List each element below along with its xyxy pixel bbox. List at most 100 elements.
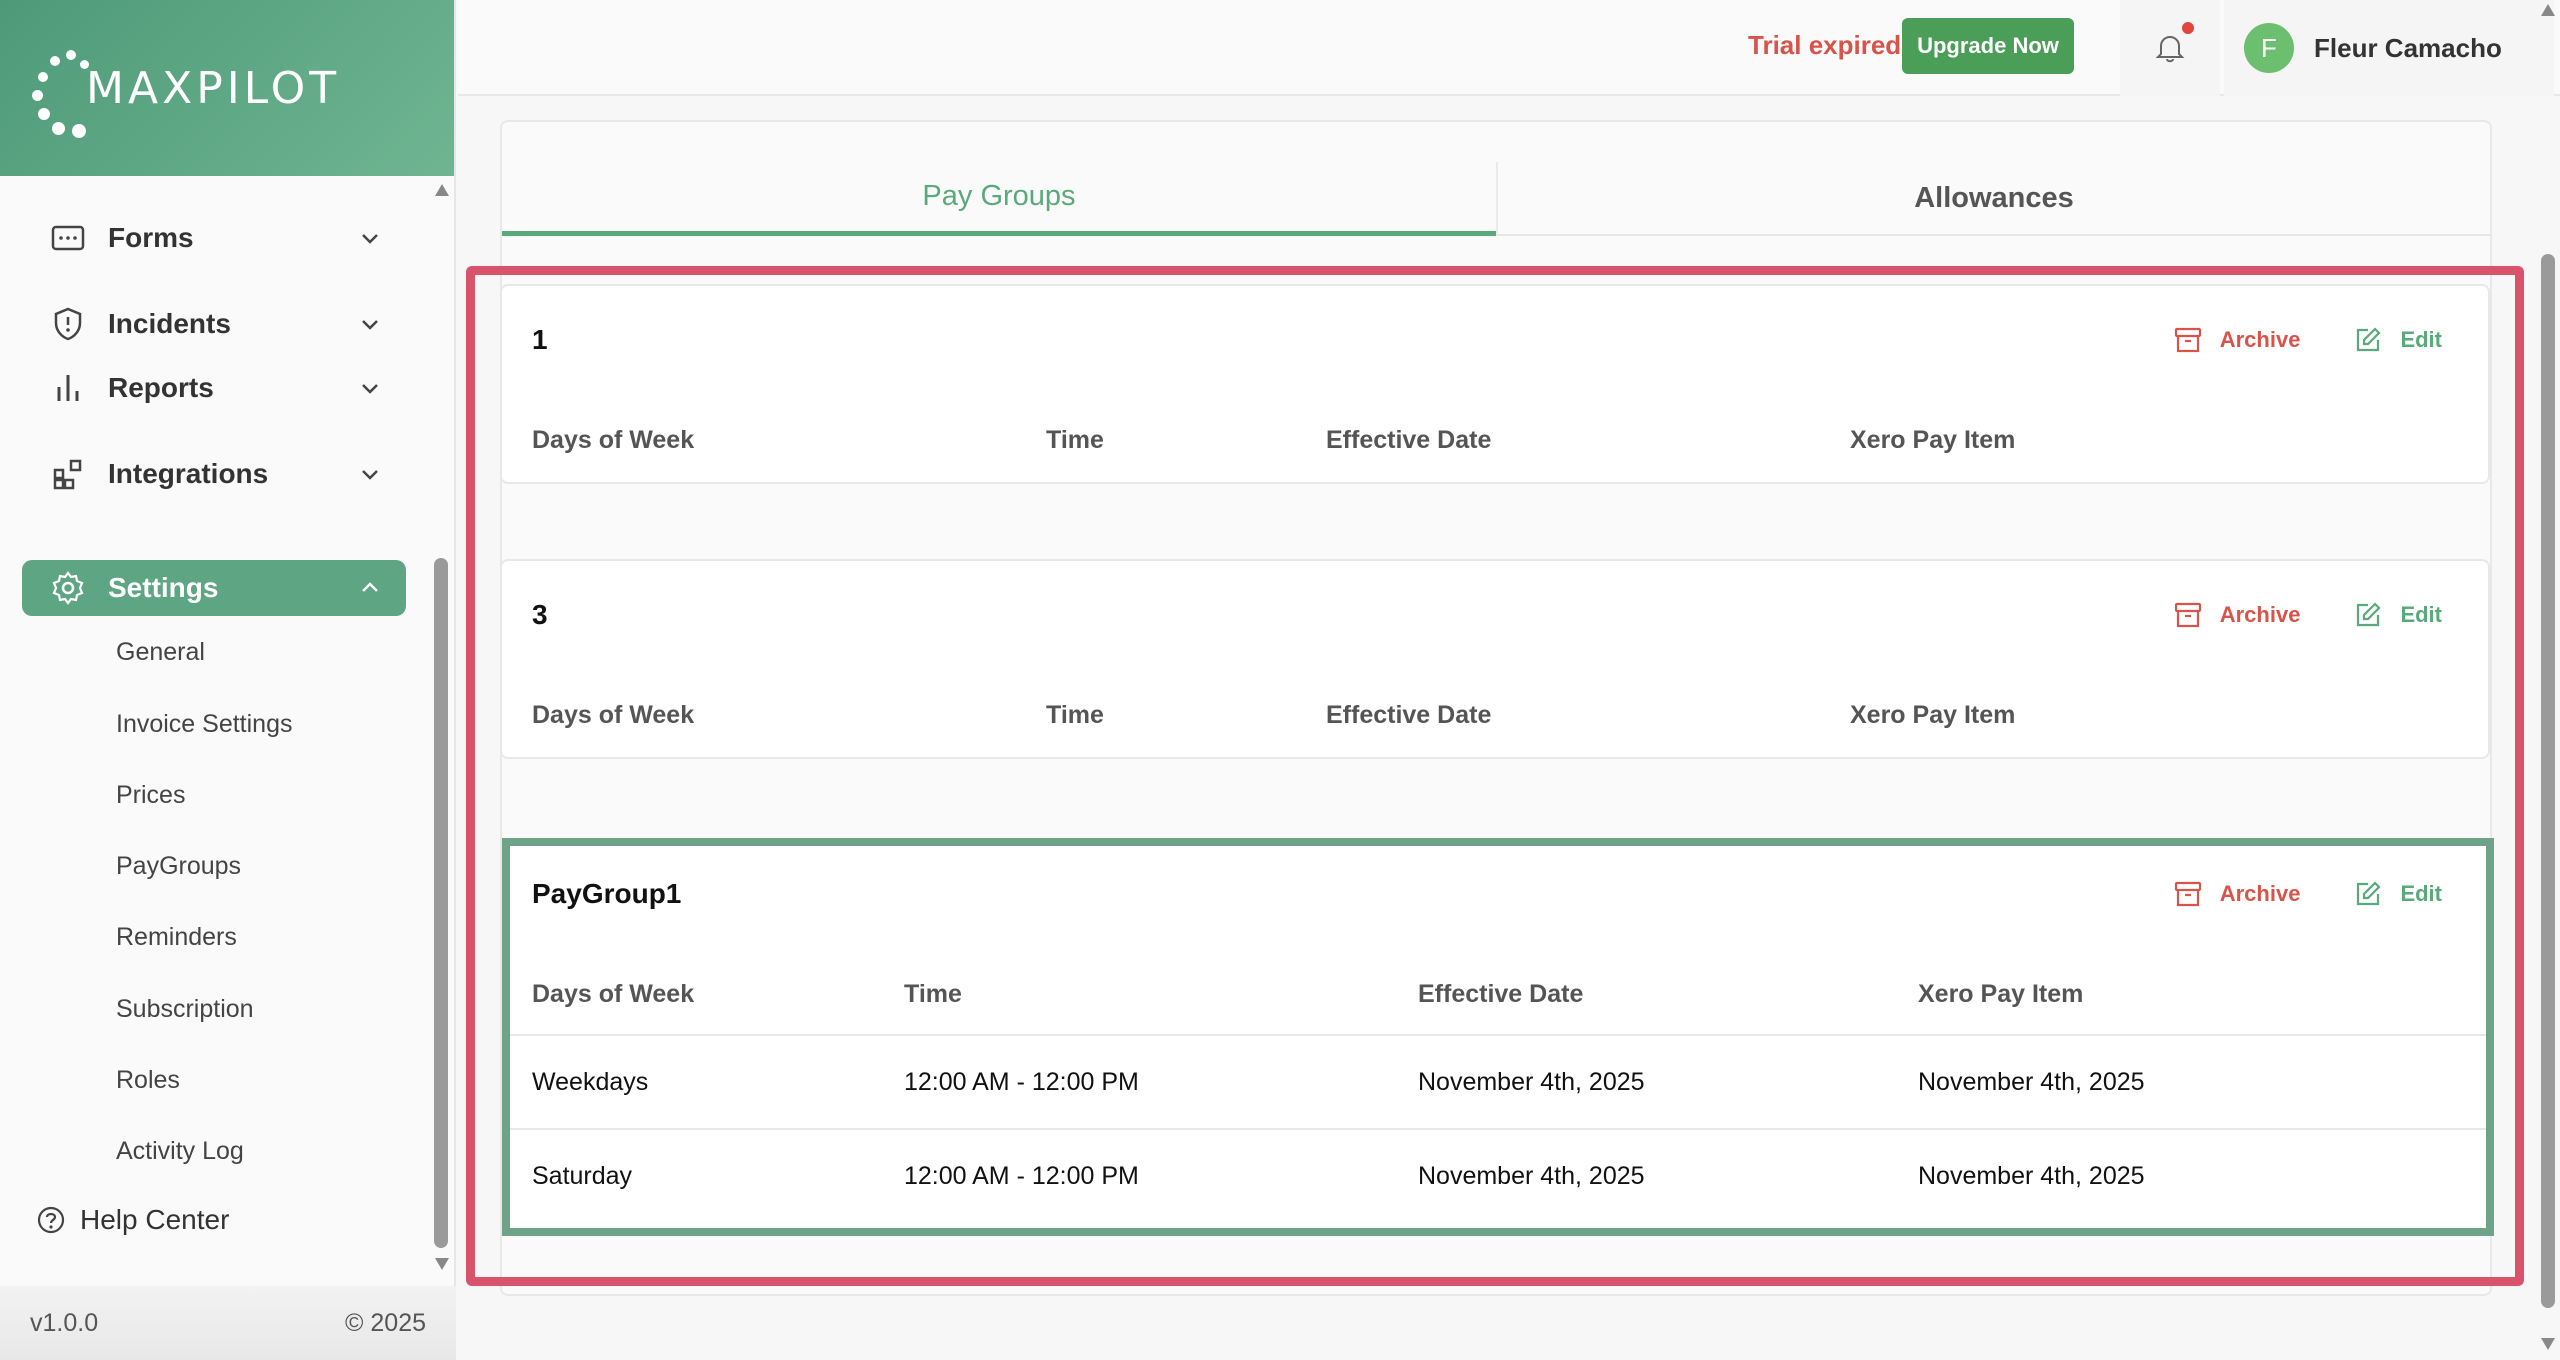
archive-label: Archive — [2219, 881, 2301, 906]
brand-header: MAXPILOT — [0, 0, 454, 176]
edit-button[interactable]: Edit — [2354, 326, 2442, 354]
archive-button[interactable]: Archive — [2174, 326, 2301, 354]
sidebar-item-integrations[interactable]: Integrations — [22, 446, 406, 502]
cell-effective-date: November 4th, 2025 — [1418, 1068, 1645, 1096]
cell-xero-pay-item: November 4th, 2025 — [1918, 1162, 2145, 1190]
settings-sub-prices[interactable]: Prices — [116, 781, 186, 809]
settings-sub-activity-log[interactable]: Activity Log — [116, 1137, 244, 1165]
tab-allowances[interactable]: Allowances — [1496, 162, 2490, 236]
pay-group-card: 3 Archive Edit Days of Week Time Effecti… — [500, 559, 2490, 759]
pay-group-name: 1 — [532, 324, 548, 355]
sidebar-footer: v1.0.0 © 2025 — [0, 1286, 456, 1360]
archive-button[interactable]: Archive — [2174, 601, 2301, 629]
settings-sub-subscription[interactable]: Subscription — [116, 995, 254, 1023]
sidebar-item-incidents[interactable]: Incidents — [22, 296, 406, 352]
edit-label: Edit — [2400, 327, 2442, 352]
cell-days: Saturday — [532, 1162, 633, 1190]
scrollbar-thumb[interactable] — [434, 558, 448, 1248]
copyright-label: © 2025 — [345, 1308, 426, 1337]
sidebar-item-reports[interactable]: Reports — [22, 360, 406, 416]
cell-effective-date: November 4th, 2025 — [1418, 1162, 1645, 1190]
user-menu[interactable]: F Fleur Camacho — [2224, 0, 2554, 96]
column-days-of-week: Days of Week — [532, 701, 695, 729]
tab-bar: Pay Groups Allowances — [502, 122, 2490, 242]
settings-sub-roles[interactable]: Roles — [116, 1066, 180, 1094]
column-time: Time — [1046, 426, 1104, 454]
column-effective-date: Effective Date — [1418, 980, 1584, 1008]
shield-alert-icon — [50, 306, 86, 342]
logo-dots-icon — [30, 38, 92, 138]
maxpilot-logo[interactable]: MAXPILOT — [30, 38, 340, 138]
settings-sub-paygroups[interactable]: PayGroups — [116, 852, 242, 880]
column-xero-pay-item: Xero Pay Item — [1850, 701, 2016, 729]
help-center-link[interactable]: Help Center — [36, 1204, 229, 1236]
table-row: Saturday 12:00 AM - 12:00 PM November 4t… — [502, 1128, 2488, 1222]
user-name: Fleur Camacho — [2314, 32, 2502, 63]
scroll-up-arrow-icon[interactable] — [435, 184, 449, 196]
pay-group-name: 3 — [532, 599, 548, 630]
edit-button[interactable]: Edit — [2354, 601, 2442, 629]
cell-time: 12:00 AM - 12:00 PM — [904, 1162, 1139, 1190]
pay-group-card: 1 Archive Edit Days of Week Time Effecti… — [500, 284, 2490, 484]
edit-label: Edit — [2400, 881, 2442, 906]
settings-sub-reminders[interactable]: Reminders — [116, 923, 237, 951]
bar-chart-icon — [50, 370, 86, 406]
gear-icon — [50, 570, 86, 606]
tab-pay-groups[interactable]: Pay Groups — [502, 162, 1496, 236]
sidebar-item-label: Settings — [108, 572, 219, 603]
column-effective-date: Effective Date — [1326, 426, 1492, 454]
settings-sub-general[interactable]: General — [116, 638, 205, 666]
settings-sub-invoice-settings[interactable]: Invoice Settings — [116, 710, 293, 738]
scroll-down-arrow-icon[interactable] — [435, 1258, 449, 1270]
brand-name: MAXPILOT — [86, 62, 341, 114]
archive-icon — [2174, 881, 2201, 907]
main-scrollbar[interactable] — [2536, 0, 2560, 1360]
pay-group-actions: Archive Edit — [2174, 880, 2442, 908]
avatar: F — [2244, 23, 2294, 73]
integrations-icon — [50, 456, 86, 492]
pay-group-name: PayGroup1 — [532, 878, 682, 909]
sidebar-item-forms[interactable]: Forms — [22, 210, 406, 266]
archive-icon — [2174, 327, 2201, 353]
pay-group-actions: Archive Edit — [2174, 326, 2442, 354]
trial-status: Trial expired — [1748, 30, 1902, 60]
column-days-of-week: Days of Week — [532, 980, 695, 1008]
notification-badge — [2182, 22, 2194, 34]
chevron-down-icon — [362, 384, 378, 394]
top-bar: Trial expired Upgrade Now F Fleur Camach… — [458, 0, 2560, 96]
column-days-of-week: Days of Week — [532, 426, 695, 454]
archive-label: Archive — [2219, 327, 2301, 352]
edit-icon — [2357, 602, 2381, 627]
bell-icon — [2155, 35, 2185, 63]
chevron-down-icon — [362, 234, 378, 244]
column-xero-pay-item: Xero Pay Item — [1850, 426, 2016, 454]
scroll-down-arrow-icon[interactable] — [2541, 1338, 2555, 1350]
column-effective-date: Effective Date — [1326, 701, 1492, 729]
archive-label: Archive — [2219, 602, 2301, 627]
column-time: Time — [904, 980, 962, 1008]
cell-time: 12:00 AM - 12:00 PM — [904, 1068, 1139, 1096]
sidebar: MAXPILOT Forms Incidents Reports — [0, 0, 456, 1360]
table-row: Weekdays 12:00 AM - 12:00 PM November 4t… — [502, 1034, 2488, 1128]
form-icon — [50, 220, 86, 256]
upgrade-now-button[interactable]: Upgrade Now — [1902, 18, 2074, 74]
cell-xero-pay-item: November 4th, 2025 — [1918, 1068, 2145, 1096]
column-time: Time — [1046, 701, 1104, 729]
sidebar-item-label: Reports — [108, 372, 214, 403]
scroll-up-arrow-icon[interactable] — [2541, 4, 2555, 16]
scrollbar-thumb[interactable] — [2541, 254, 2555, 1308]
chevron-down-icon — [362, 320, 378, 330]
version-label: v1.0.0 — [30, 1308, 99, 1337]
sidebar-item-settings[interactable]: Settings — [22, 560, 406, 616]
sidebar-item-label: Incidents — [108, 308, 231, 339]
column-xero-pay-item: Xero Pay Item — [1918, 980, 2084, 1008]
help-circle-icon — [37, 1206, 65, 1234]
sidebar-scrollbar[interactable] — [432, 180, 450, 1280]
pay-group-actions: Archive Edit — [2174, 601, 2442, 629]
edit-label: Edit — [2400, 602, 2442, 627]
notifications-button[interactable] — [2120, 0, 2220, 96]
sidebar-item-label: Forms — [108, 222, 194, 253]
edit-icon — [2357, 327, 2381, 352]
archive-button[interactable]: Archive — [2174, 880, 2301, 908]
edit-button[interactable]: Edit — [2354, 880, 2442, 908]
